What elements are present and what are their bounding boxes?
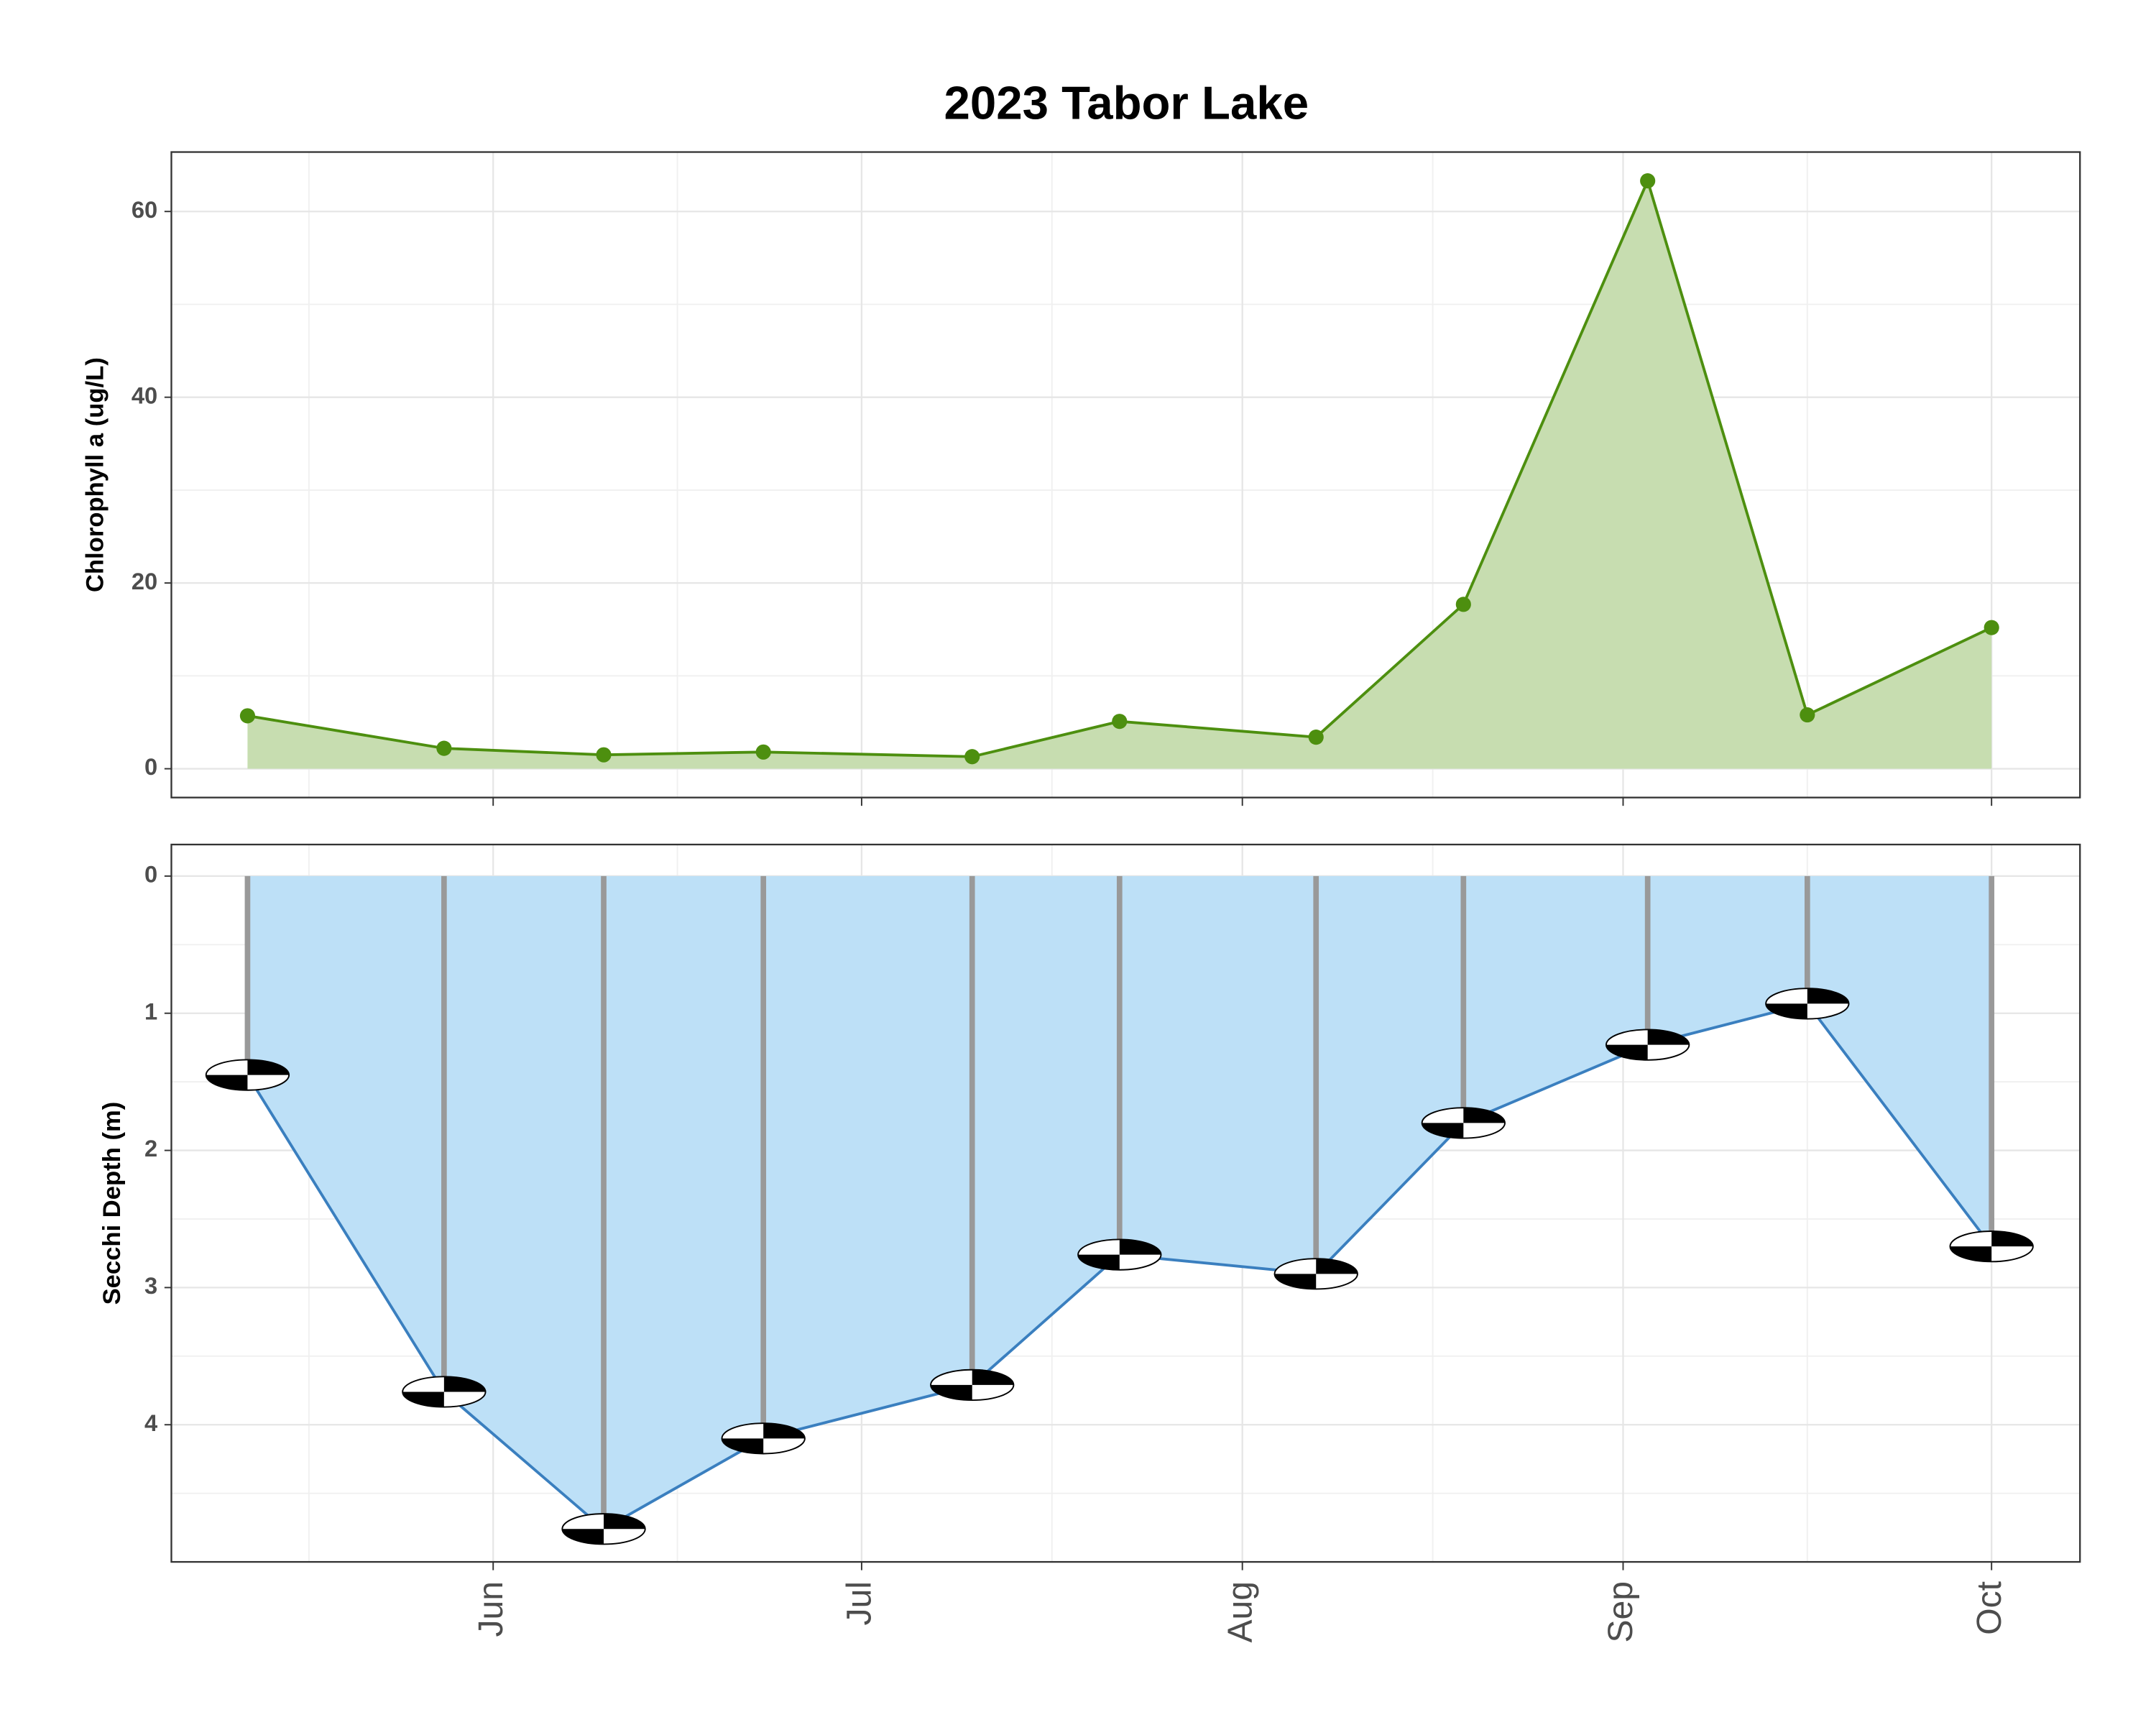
point [964, 749, 980, 765]
secchi-disk [721, 1422, 806, 1455]
disk-quadrant [604, 1514, 645, 1530]
disk-quadrant [1647, 1029, 1690, 1045]
secchi-disk [1949, 1230, 2034, 1263]
point [755, 744, 771, 760]
point [596, 747, 612, 763]
secchi-disk [1421, 1107, 1506, 1139]
secchi-disk [1077, 1238, 1162, 1271]
disk-quadrant [1766, 1003, 1807, 1019]
y-axis-title: Chlorophyll a (ug/L) [82, 357, 109, 592]
secchi-disk [1765, 988, 1850, 1020]
disk-quadrant [1078, 1254, 1120, 1270]
disk-quadrant [247, 1059, 290, 1075]
panel-border [170, 151, 2081, 799]
disk-quadrant [1274, 1274, 1317, 1289]
disk-quadrant [1950, 1246, 1992, 1262]
y-tick-label: 0 [144, 861, 157, 888]
y-tick-label: 0 [144, 753, 157, 780]
x-tick-label: Oct [1970, 1581, 2009, 1635]
point [1308, 730, 1324, 745]
secchi-disk [205, 1059, 290, 1091]
y-tick-label: 4 [144, 1409, 157, 1436]
disk-quadrant [1807, 988, 1849, 1004]
disk-quadrant [1463, 1108, 1506, 1123]
y-axis-title: Secchi Depth (m) [98, 1102, 126, 1305]
disk-quadrant [1991, 1230, 2033, 1247]
x-tick-label: Jun [471, 1581, 510, 1637]
y-tick-label: 3 [144, 1272, 157, 1299]
secchi-disk [402, 1376, 487, 1408]
secchi-disk [930, 1368, 1015, 1402]
disk-quadrant [443, 1376, 486, 1392]
y-tick-label: 60 [132, 196, 157, 223]
area [247, 180, 1992, 769]
y-tick-label: 40 [132, 382, 157, 408]
chart-title: 2023 Tabor Lake [944, 76, 1309, 129]
x-tick-label: Sep [1601, 1581, 1640, 1643]
disk-quadrant [1316, 1259, 1358, 1274]
disk-quadrant [1119, 1239, 1161, 1255]
secchi-disk [561, 1513, 646, 1545]
disk-quadrant [402, 1392, 444, 1407]
x-tick-label: Jul [840, 1581, 879, 1625]
secchi-disk [1606, 1029, 1690, 1061]
panel-border [170, 843, 2081, 1563]
point [1455, 597, 1471, 612]
disk-quadrant [722, 1438, 764, 1454]
point [1112, 714, 1128, 730]
point [1984, 620, 1999, 635]
disk-quadrant [763, 1423, 805, 1439]
disk-quadrant [1606, 1044, 1648, 1060]
disk-quadrant [931, 1384, 972, 1401]
disk-quadrant [972, 1369, 1014, 1385]
disk-quadrant [206, 1075, 248, 1090]
secchi-disk [1273, 1258, 1358, 1290]
disk-quadrant [1422, 1123, 1464, 1138]
point [239, 708, 255, 724]
y-tick-label: 2 [144, 1135, 157, 1162]
x-tick-label: Aug [1220, 1581, 1259, 1643]
y-tick-label: 1 [144, 998, 157, 1024]
point [1640, 173, 1656, 189]
y-tick-label: 20 [132, 568, 157, 594]
disk-quadrant [562, 1529, 604, 1545]
point [1800, 707, 1815, 723]
point [436, 740, 452, 756]
